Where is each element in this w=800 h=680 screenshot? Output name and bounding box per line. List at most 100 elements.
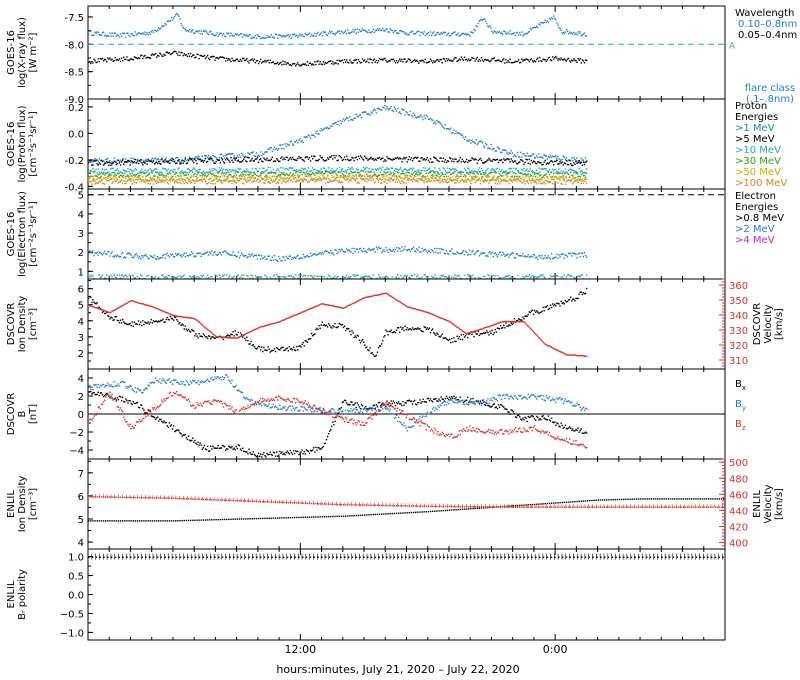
data-point	[367, 174, 369, 177]
data-point	[349, 32, 351, 35]
data-point	[567, 274, 570, 276]
data-point	[206, 251, 209, 253]
data-point	[559, 176, 561, 179]
data-point	[458, 58, 460, 60]
data-point	[307, 180, 310, 182]
data-point	[568, 60, 571, 62]
data-point	[527, 162, 529, 165]
data-point	[447, 127, 450, 130]
data-point	[386, 156, 388, 158]
data-point	[568, 176, 571, 179]
panel-frame	[87, 278, 726, 370]
data-point	[414, 32, 417, 35]
data-point	[182, 254, 184, 256]
data-point	[494, 60, 497, 62]
data-point	[224, 250, 227, 253]
data-point	[513, 172, 516, 174]
data-point	[338, 171, 340, 173]
data-point	[218, 274, 220, 277]
data-point	[274, 171, 277, 173]
data-point	[358, 157, 361, 160]
data-point	[546, 162, 549, 164]
data-point	[291, 156, 294, 159]
data-point	[359, 177, 362, 179]
data-point	[326, 171, 329, 173]
data-point	[463, 274, 466, 276]
data-point	[115, 35, 118, 37]
data-point	[193, 32, 195, 34]
data-point	[549, 258, 552, 260]
data-point	[164, 176, 166, 178]
data-point	[107, 180, 109, 182]
data-point	[395, 178, 398, 181]
data-point	[141, 171, 143, 174]
data-point	[206, 175, 209, 177]
data-point	[318, 176, 320, 178]
data-point	[123, 276, 125, 278]
data-point	[332, 252, 334, 254]
data-point	[298, 63, 300, 66]
data-point	[136, 172, 139, 175]
data-point	[558, 171, 560, 174]
data-point	[565, 171, 568, 173]
data-point	[394, 175, 397, 177]
data-point	[388, 179, 390, 181]
data-point	[562, 170, 564, 173]
data-point	[172, 178, 175, 180]
data-point	[562, 31, 564, 34]
data-point	[462, 59, 465, 62]
data-point	[205, 175, 208, 178]
data-point	[405, 111, 407, 113]
data-point	[185, 181, 188, 184]
data-point	[373, 173, 375, 175]
data-point	[534, 157, 537, 159]
data-point	[463, 138, 466, 141]
data-point	[117, 173, 120, 175]
data-point	[268, 159, 270, 162]
data-point	[233, 35, 235, 37]
data-point	[422, 167, 424, 169]
data-point	[99, 177, 102, 179]
data-point	[457, 160, 459, 163]
data-point	[257, 170, 260, 173]
data-point	[498, 173, 501, 175]
data-point	[201, 275, 203, 278]
data-point	[259, 180, 262, 182]
data-point	[374, 109, 377, 111]
data-point	[247, 173, 249, 176]
data-point	[172, 158, 175, 161]
data-point	[504, 276, 506, 278]
data-point	[299, 172, 301, 174]
data-point	[472, 158, 474, 160]
data-point	[418, 277, 420, 279]
data-point	[497, 178, 500, 180]
data-point	[556, 176, 558, 178]
data-point	[547, 163, 550, 165]
data-point	[376, 175, 379, 178]
data-point	[92, 250, 94, 252]
data-point	[442, 157, 444, 159]
data-point	[490, 143, 492, 146]
data-point	[331, 168, 333, 170]
data-point	[405, 169, 407, 171]
data-point	[124, 180, 126, 182]
data-point	[500, 158, 503, 161]
data-point	[112, 255, 114, 258]
data-point	[576, 171, 578, 174]
data-point	[520, 159, 522, 161]
data-point	[282, 158, 284, 161]
data-point	[324, 182, 327, 184]
data-point	[209, 31, 211, 33]
data-point	[251, 58, 253, 60]
data-point	[544, 174, 546, 176]
data-point	[542, 157, 544, 159]
data-point	[301, 173, 303, 176]
data-point	[302, 168, 304, 171]
data-point	[523, 153, 525, 155]
y-tick-label: -9.0	[64, 95, 84, 106]
data-point	[251, 174, 253, 177]
data-point	[195, 255, 197, 257]
data-point	[275, 33, 278, 36]
data-point	[454, 182, 456, 184]
data-point	[232, 177, 234, 179]
